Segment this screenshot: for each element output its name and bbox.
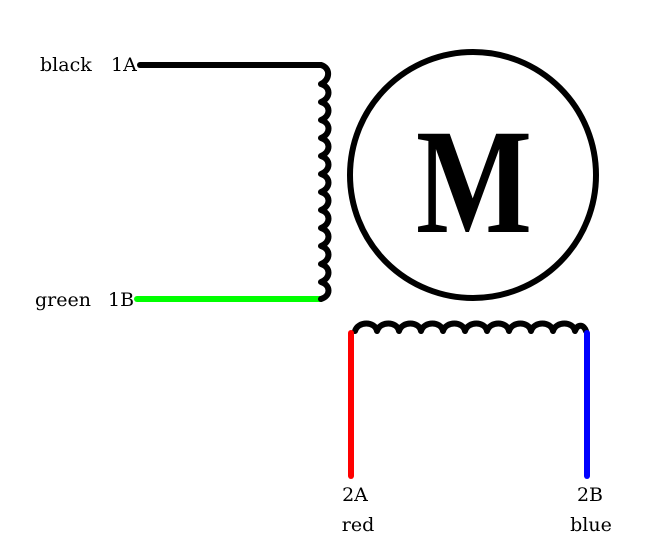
- wire-2b-pin-label: 2B: [577, 484, 603, 506]
- motor: M: [347, 49, 599, 301]
- wire-1b-color-label: green: [35, 289, 91, 311]
- coil-2: 2A red 2B blue: [342, 320, 612, 536]
- wire-2a-color-label: red: [342, 514, 375, 536]
- coil-1-winding: [318, 62, 332, 302]
- coil-1: black 1A green 1B: [35, 54, 332, 311]
- wire-1a-pin-label: 1A: [111, 54, 137, 76]
- wire-1a-color-label: black: [40, 54, 92, 76]
- wire-1b-pin-label: 1B: [108, 289, 134, 311]
- motor-label: M: [416, 99, 532, 265]
- motor-circle: [347, 49, 599, 301]
- wire-2a-pin-label: 2A: [342, 484, 368, 506]
- wire-2b-color-label: blue: [570, 514, 612, 536]
- coil-2-winding: [352, 320, 589, 334]
